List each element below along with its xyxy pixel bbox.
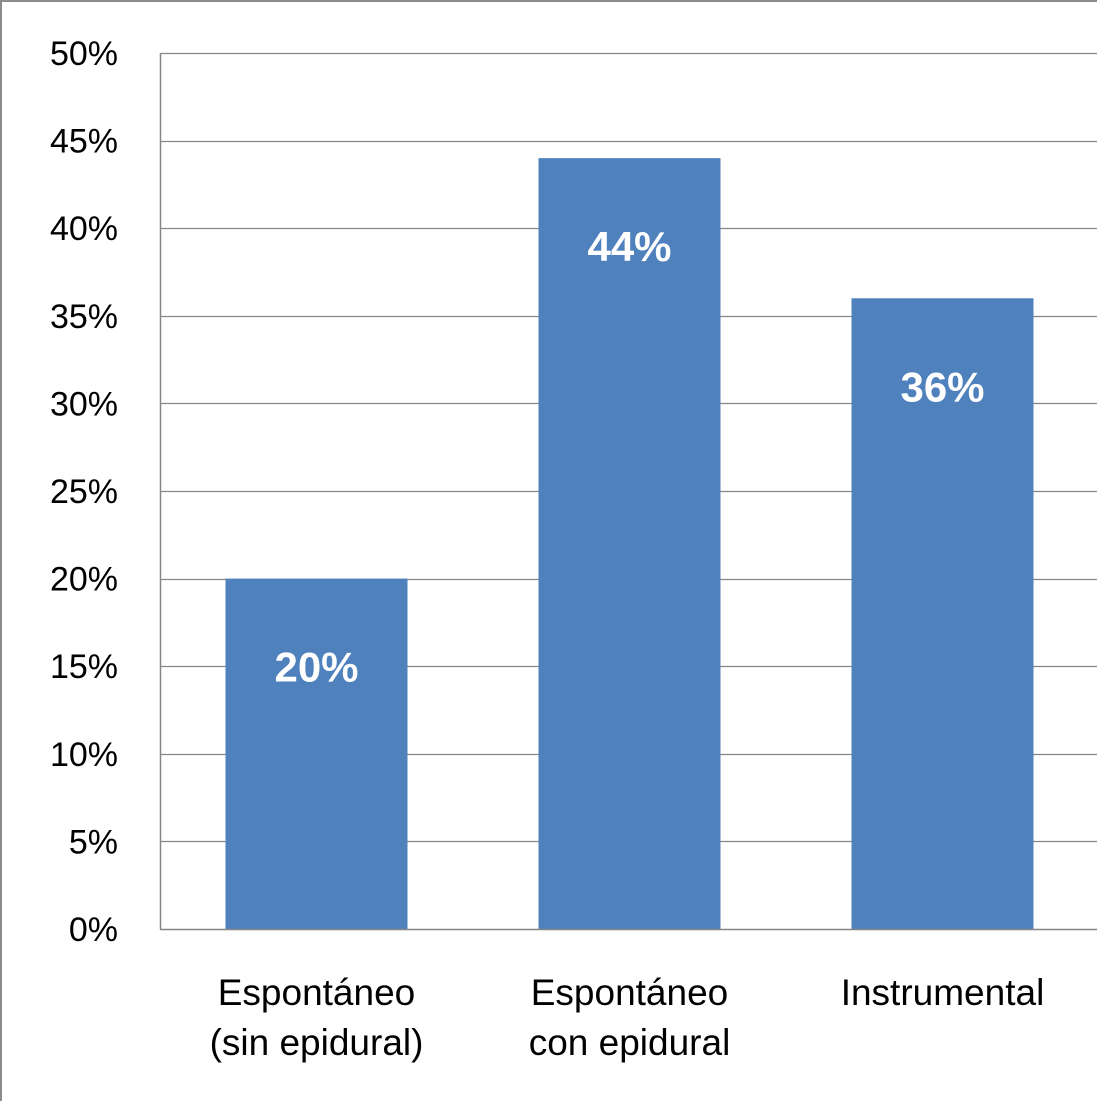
- y-tick-label: 45%: [50, 123, 118, 161]
- y-tick-label: 10%: [50, 736, 118, 774]
- x-category-label: (sin epidural): [210, 1022, 424, 1063]
- y-tick-label: 40%: [50, 210, 118, 248]
- y-tick-label: 5%: [69, 823, 118, 861]
- y-tick-label: 35%: [50, 298, 118, 336]
- x-category-label: Espontáneo: [218, 972, 416, 1013]
- bar: [538, 158, 721, 929]
- y-tick-label: 25%: [50, 473, 118, 511]
- x-category-label: con epidural: [529, 1022, 731, 1063]
- bar: [851, 298, 1034, 929]
- y-tick-label: 20%: [50, 561, 118, 599]
- data-label: 20%: [274, 644, 358, 691]
- y-tick-label: 30%: [50, 385, 118, 423]
- bars: [225, 158, 1034, 929]
- data-label: 44%: [587, 223, 671, 270]
- labels: 0% 5% 10% 15% 20% 25% 30% 35% 40% 45% 50% 20% Espont…: [50, 35, 1044, 1063]
- data-label: 36%: [900, 363, 984, 410]
- y-tick-label: 15%: [50, 648, 118, 686]
- x-category-label: Instrumental: [841, 972, 1045, 1013]
- axes: [159, 53, 1097, 931]
- y-tick-label: 50%: [50, 35, 118, 73]
- y-tick-label: 0%: [69, 911, 118, 949]
- x-category-label: Espontáneo: [531, 972, 729, 1013]
- bar: [225, 578, 408, 929]
